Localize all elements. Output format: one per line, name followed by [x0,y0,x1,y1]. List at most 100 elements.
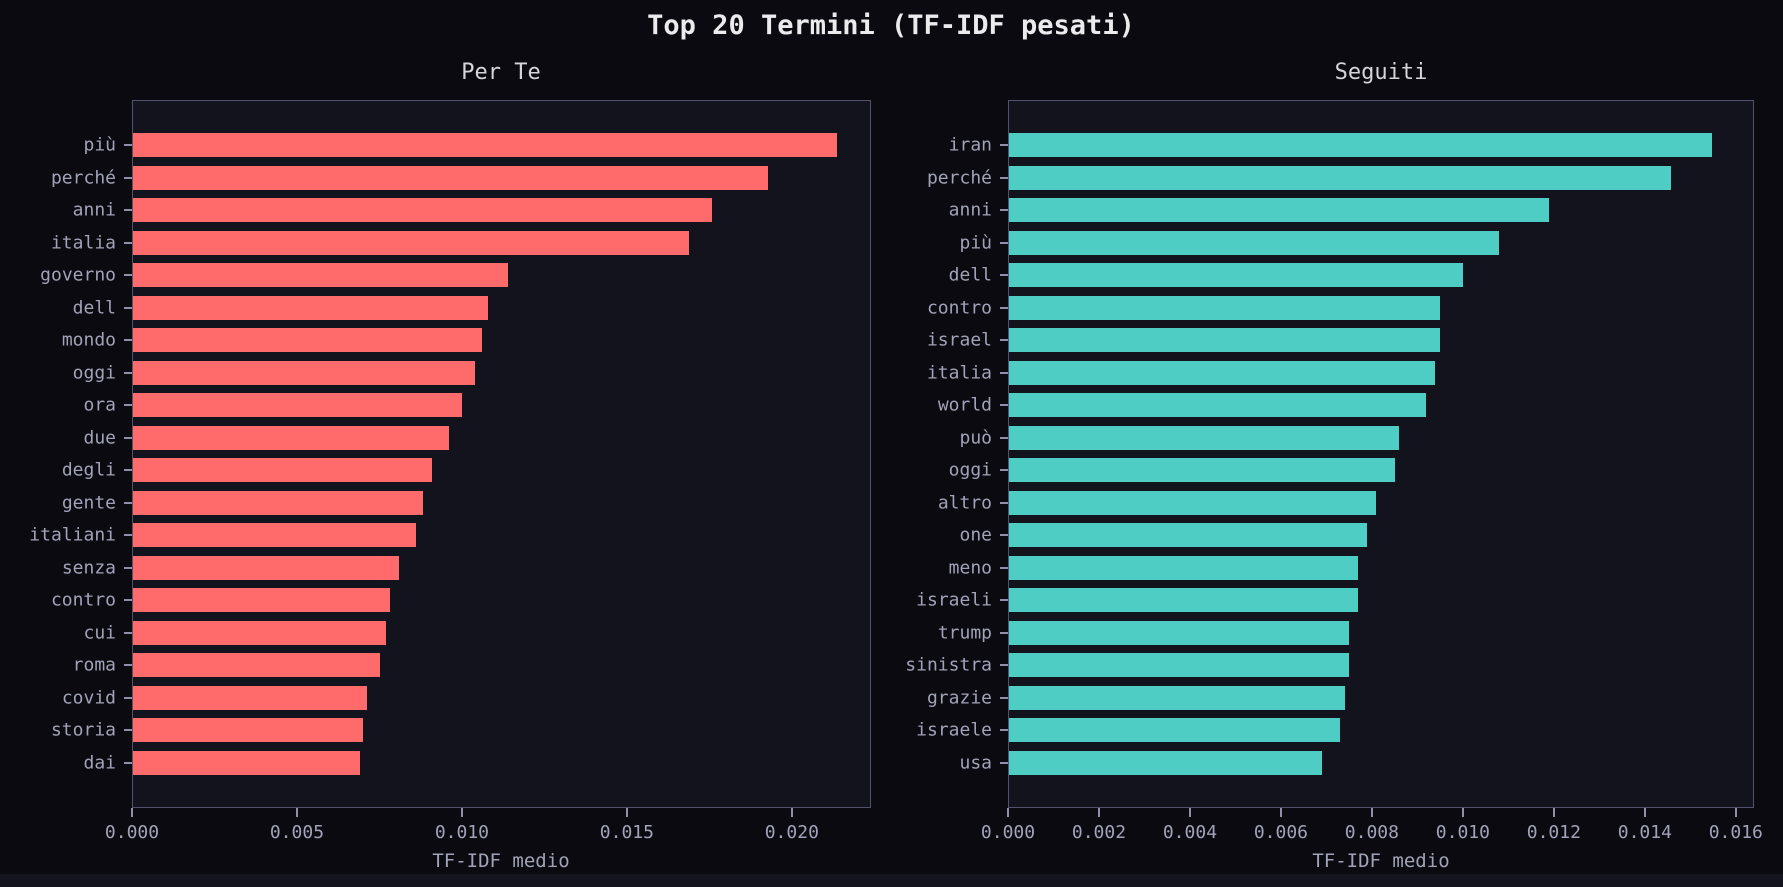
window-bottom-strip [0,874,1783,887]
x-tick-mark [1461,808,1464,817]
bar [133,425,449,450]
y-tick-mark [1000,404,1008,407]
bar-row: anni [73,194,870,227]
x-tick-mark [1643,808,1646,817]
bar-row: sinistra [905,649,1753,682]
y-tick-label: sinistra [905,654,992,676]
y-tick-mark [1000,599,1008,602]
bar-row: può [959,422,1753,455]
bar-row: contro [927,292,1753,325]
bar [1009,653,1350,678]
y-tick-mark [124,534,132,537]
y-tick-mark [124,241,132,244]
plot-area-seguiti: iran perché anni più dell contro israel italia w… [905,100,1754,808]
y-tick-label: altro [937,492,992,514]
y-tick-label: cui [83,622,116,644]
y-tick-label: israel [926,329,992,351]
bar-row: perché [51,162,870,195]
y-tick-label: due [83,427,116,449]
bar-row: due [83,422,870,455]
y-tick-mark [1000,729,1008,732]
bar-rows-seguiti: iran perché anni più dell contro israel italia w… [905,101,1753,807]
bar-row: italia [927,357,1753,390]
bar [1009,393,1427,418]
x-tick-mark [790,808,793,817]
y-tick-mark [124,696,132,699]
y-tick-mark [124,664,132,667]
x-tick-mark [625,808,628,817]
y-tick-mark [1000,761,1008,764]
bar [1009,263,1463,288]
y-tick-label: più [83,134,116,156]
y-tick-label: oggi [72,362,116,384]
bar-row: oggi [949,454,1753,487]
y-tick-mark [124,176,132,179]
bar [133,198,713,223]
x-tick-mark [1734,808,1737,817]
bar [133,588,390,613]
bar [133,555,400,580]
bar [133,393,462,418]
bar [133,653,380,678]
y-tick-mark [124,631,132,634]
y-tick-label: degli [61,459,116,481]
y-tick-mark [124,599,132,602]
bar [1009,718,1341,743]
y-tick-label: covid [61,687,116,709]
y-tick-mark [1000,631,1008,634]
bar [133,133,838,158]
y-tick-label: dell [72,297,116,319]
bar [1009,198,1549,223]
bar-row: israele [916,714,1753,747]
bar [133,328,482,353]
bar [1009,588,1359,613]
bar [133,490,423,515]
bar-row: israeli [916,584,1753,617]
bar [133,165,768,190]
bar [133,458,433,483]
bar [1009,295,1440,320]
y-tick-mark [1000,436,1008,439]
y-tick-label: senza [61,557,116,579]
bar [133,620,387,645]
y-tick-label: one [959,524,992,546]
bar-row: perché [927,162,1753,195]
y-tick-label: contro [926,297,992,319]
y-tick-label: anni [948,199,992,221]
y-tick-mark [124,761,132,764]
bar-row: italia [51,227,870,260]
y-tick-mark [124,729,132,732]
bar [1009,425,1400,450]
bar-row: anni [949,194,1753,227]
bar-row: ora [83,389,870,422]
x-tick-mark [1552,808,1555,817]
bar-row: israel [927,324,1753,357]
x-tick-mark [460,808,463,817]
y-tick-mark [124,274,132,277]
y-tick-mark [124,306,132,309]
x-tick-label: 0.004 [1162,822,1218,843]
bar-row: governo [40,259,870,292]
y-tick-label: perché [50,167,116,189]
y-tick-mark [124,501,132,504]
y-tick-label: meno [948,557,992,579]
y-tick-mark [1000,534,1008,537]
y-tick-mark [1000,501,1008,504]
bar-row: trump [938,617,1753,650]
y-tick-label: perché [926,167,992,189]
x-tick-label: 0.012 [1526,822,1581,843]
bar-row: più [83,129,870,162]
bar [1009,620,1350,645]
bar [133,295,489,320]
y-tick-mark [1000,306,1008,309]
y-tick-label: può [959,427,992,449]
y-tick-label: trump [937,622,992,644]
y-tick-mark [1000,209,1008,212]
bar [1009,555,1359,580]
y-tick-label: italia [50,232,116,254]
y-tick-mark [1000,144,1008,147]
y-tick-label: italia [926,362,992,384]
y-tick-mark [124,209,132,212]
y-tick-mark [124,436,132,439]
y-tick-label: mondo [61,329,116,351]
